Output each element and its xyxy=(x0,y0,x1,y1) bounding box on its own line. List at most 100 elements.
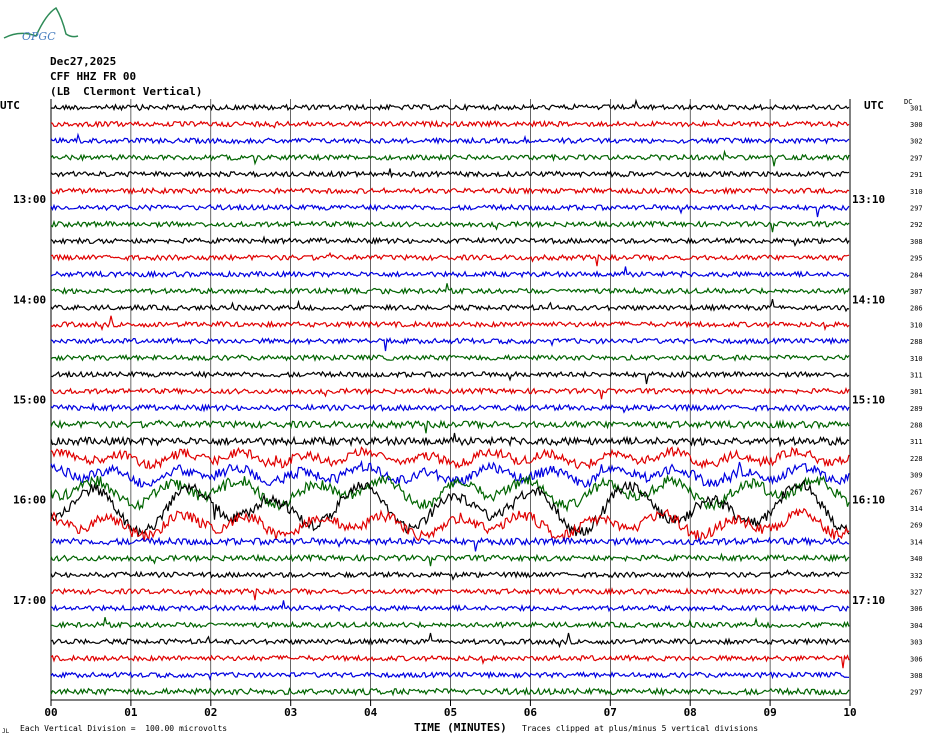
x-tick-label: 02 xyxy=(204,706,217,719)
dc-offset-label: 302 xyxy=(910,138,923,146)
dc-offset-label: 306 xyxy=(910,655,923,663)
dc-offset-label: 311 xyxy=(910,438,923,446)
trace-row-33 xyxy=(50,632,850,649)
scale-note: Each Vertical Division = 100.00 microvol… xyxy=(20,724,228,733)
dc-offset-label: 292 xyxy=(910,221,923,229)
dc-offset-label: 301 xyxy=(910,104,923,112)
trace-row-22 xyxy=(50,446,850,470)
trace-row-6 xyxy=(50,186,850,195)
right-utc-label: UTC xyxy=(864,99,884,112)
dc-offset-label: 297 xyxy=(910,689,923,697)
chart-date: Dec27,2025 xyxy=(50,55,117,68)
dc-offset-label: 228 xyxy=(910,455,923,463)
trace-row-36 xyxy=(50,686,850,697)
logo-text: OPGC xyxy=(22,30,56,43)
trace-row-19 xyxy=(50,402,850,414)
trace-row-35 xyxy=(50,670,850,681)
dc-offset-label: 291 xyxy=(910,171,923,179)
trace-row-8 xyxy=(50,219,850,233)
trace-row-24 xyxy=(50,473,850,513)
dc-offset-label: 304 xyxy=(910,622,923,630)
dc-offset-label: 288 xyxy=(910,338,923,346)
trace-row-7 xyxy=(50,203,850,218)
dc-column-label: DC xyxy=(904,98,913,106)
dc-offset-label: 297 xyxy=(910,154,923,162)
dc-offset-label: 308 xyxy=(910,672,923,680)
station-description: (LB Clermont Vertical) xyxy=(50,85,203,98)
trace-row-28 xyxy=(50,552,850,567)
dc-offset-label: 284 xyxy=(910,271,923,279)
trace-row-32 xyxy=(50,616,850,629)
dc-offset-label: 309 xyxy=(910,472,923,480)
dc-offset-label: 286 xyxy=(910,305,923,313)
trace-row-16 xyxy=(50,353,850,363)
dc-offset-label: 301 xyxy=(910,388,923,396)
corner-mark: JL xyxy=(2,728,10,735)
dc-offset-label: 332 xyxy=(910,572,923,580)
right-hour-label: 17:10 xyxy=(852,594,885,607)
trace-row-9 xyxy=(50,235,850,247)
dc-offset-label: 267 xyxy=(910,488,923,496)
trace-row-27 xyxy=(50,536,850,552)
right-hour-label: 16:10 xyxy=(852,494,885,507)
left-utc-label: UTC xyxy=(0,99,20,112)
trace-row-20 xyxy=(50,419,850,434)
x-tick-label: 09 xyxy=(763,706,776,719)
left-hour-label: 13:00 xyxy=(13,193,46,206)
trace-row-25 xyxy=(50,479,850,538)
x-tick-label: 01 xyxy=(124,706,138,719)
x-tick-label: 10 xyxy=(843,706,856,719)
dc-offset-label: 310 xyxy=(910,355,923,363)
dc-offset-label: 300 xyxy=(910,121,923,129)
x-tick-label: 03 xyxy=(284,706,297,719)
trace-row-14 xyxy=(50,315,850,332)
x-tick-label: 00 xyxy=(44,706,57,719)
left-hour-label: 14:00 xyxy=(13,293,46,306)
trace-row-34 xyxy=(50,654,850,669)
opgc-logo: OPGC xyxy=(3,6,79,43)
dc-offset-label: 310 xyxy=(910,321,923,329)
dc-offset-label: 295 xyxy=(910,255,923,263)
dc-offset-label: 327 xyxy=(910,588,923,596)
x-tick-label: 04 xyxy=(364,706,378,719)
right-hour-label: 15:10 xyxy=(852,394,885,407)
trace-row-5 xyxy=(50,168,850,179)
left-hour-label: 16:00 xyxy=(13,494,46,507)
trace-row-15 xyxy=(50,336,850,352)
dc-offset-label: 289 xyxy=(910,405,923,413)
dc-offset-label: 310 xyxy=(910,188,923,196)
right-hour-label: 14:10 xyxy=(852,293,885,306)
dc-offset-label: 314 xyxy=(910,505,923,513)
x-tick-label: 07 xyxy=(604,706,617,719)
dc-offset-label: 314 xyxy=(910,538,923,546)
trace-row-1 xyxy=(50,98,850,112)
right-hour-label: 13:10 xyxy=(852,193,885,206)
x-tick-label: 06 xyxy=(524,706,538,719)
trace-row-17 xyxy=(50,370,850,385)
station-code: CFF HHZ FR 00 xyxy=(50,70,137,83)
trace-row-3 xyxy=(50,132,850,145)
trace-row-12 xyxy=(50,283,850,296)
dc-offset-label: 307 xyxy=(910,288,923,296)
dc-offset-label: 340 xyxy=(910,555,923,563)
trace-row-18 xyxy=(50,386,850,400)
dc-offset-label: 269 xyxy=(910,522,923,530)
trace-row-11 xyxy=(50,266,850,279)
dc-offset-label: 311 xyxy=(910,371,923,379)
trace-row-13 xyxy=(50,298,850,313)
dc-offset-label: 303 xyxy=(910,639,923,647)
left-hour-label: 17:00 xyxy=(13,594,46,607)
trace-row-31 xyxy=(50,600,850,613)
trace-row-21 xyxy=(50,432,850,448)
trace-row-29 xyxy=(50,569,849,581)
trace-row-10 xyxy=(50,251,850,267)
dc-offset-label: 297 xyxy=(910,205,923,213)
x-tick-label: 05 xyxy=(444,706,457,719)
clip-note: Traces clipped at plus/minus 5 vertical … xyxy=(522,724,759,733)
x-axis-title: TIME (MINUTES) xyxy=(414,721,507,734)
x-tick-label: 08 xyxy=(684,706,697,719)
dc-offset-label: 308 xyxy=(910,238,923,246)
trace-row-30 xyxy=(50,587,850,601)
dc-offset-label: 306 xyxy=(910,605,923,613)
